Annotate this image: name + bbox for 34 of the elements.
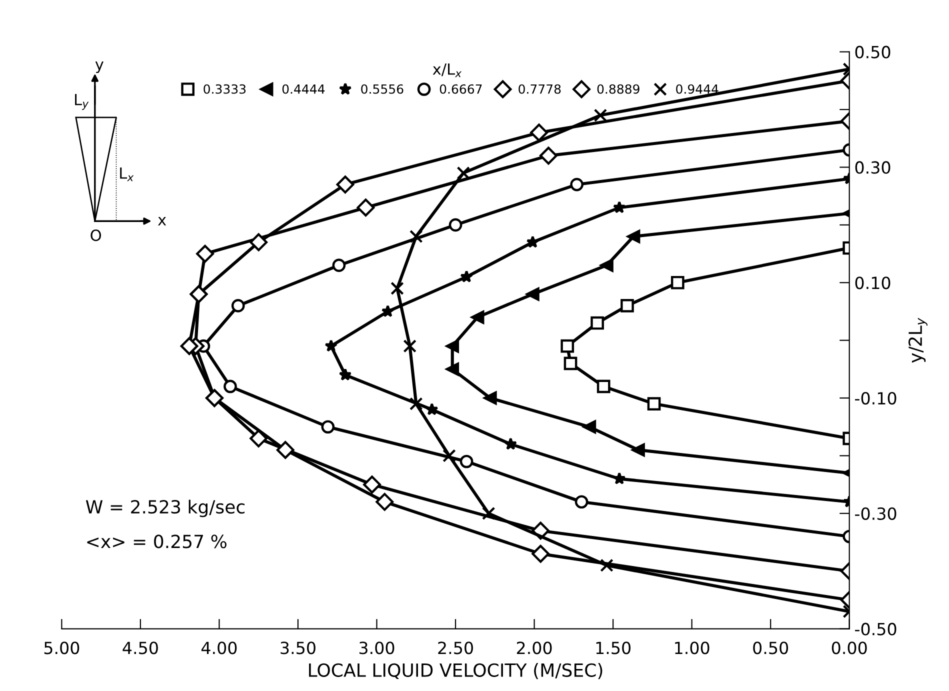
y-tick-label: -0.10 [855,392,896,405]
legend-label: 0.9444 [676,84,718,94]
y-axis-title: y/2L$_{y}$ [908,318,928,363]
y-tick-label: -0.50 [855,622,896,636]
x-tick-label: 3.00 [359,642,394,654]
legend-label: 0.8889 [597,84,640,94]
y-tick-label: -0.30 [855,507,896,520]
x-tick-label: 0.00 [832,642,867,654]
annotation: <x> = 0.257 % [87,534,226,548]
y-tick-label: 0.30 [855,161,890,174]
x-tick-label: 1.00 [675,642,710,654]
x-tick-label: 4.00 [201,642,237,654]
annotation: W = 2.523 kg/sec [86,500,245,518]
x-tick-label: 1.50 [596,642,630,654]
x-axis-title: LOCAL LIQUID VELOCITY (M/SEC) [309,663,602,680]
x-tick-label: 0.50 [753,642,788,654]
annotation: y [95,62,104,74]
legend-label: 0.4444 [282,84,325,94]
x-tick-label: 2.50 [438,642,473,654]
y-tick-label: 0.50 [855,46,890,58]
legend-label: 0.5556 [361,84,404,94]
y-tick-label: 0.10 [855,276,890,290]
annotation: O [90,230,102,242]
legend-label: 0.6667 [440,84,482,94]
annotation: L$_{x}$ [120,168,134,182]
legend-title: x/L$_{x}$ [432,64,462,78]
legend-label: 0.3333 [204,84,246,94]
x-tick-label: 4.50 [122,642,158,654]
annotation: L$_{y}$ [75,94,89,110]
x-tick-label: 5.00 [44,642,80,654]
legend-label: 0.7778 [518,84,561,94]
annotation: x [158,216,166,226]
x-tick-label: 2.00 [516,642,552,654]
x-tick-label: 3.50 [280,642,316,654]
